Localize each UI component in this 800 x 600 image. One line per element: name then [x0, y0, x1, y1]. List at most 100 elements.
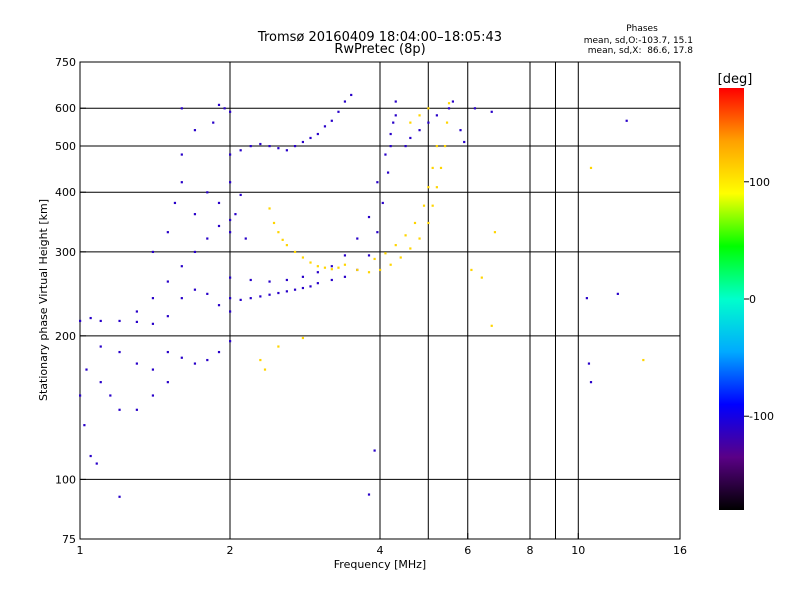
data-point: [259, 295, 262, 298]
data-point: [259, 142, 262, 146]
data-point: [316, 271, 319, 274]
data-point: [451, 100, 455, 103]
data-point: [409, 136, 412, 140]
data-point: [642, 358, 645, 362]
data-point: [206, 358, 209, 362]
data-point: [490, 324, 493, 327]
data-point: [259, 358, 262, 362]
data-point: [367, 271, 371, 274]
data-point: [413, 221, 417, 225]
data-point: [293, 288, 297, 291]
data-point: [330, 278, 333, 282]
data-point: [180, 297, 183, 300]
x-tick-label: 2: [227, 544, 234, 557]
data-point: [343, 100, 347, 103]
data-point: [418, 129, 421, 132]
colorbar-ticks: 100 0 -100: [744, 176, 774, 423]
x-axis-label: Frequency [MHz]: [334, 558, 426, 571]
data-point: [95, 462, 98, 465]
data-point: [616, 292, 619, 295]
data-point: [309, 261, 312, 264]
data-point: [394, 244, 397, 247]
data-point: [173, 201, 177, 205]
data-point: [589, 166, 593, 170]
colorbar-gradient: [719, 88, 744, 510]
colorbar-tick-label: -100: [749, 410, 774, 423]
data-point: [473, 107, 477, 110]
data-point: [356, 237, 359, 240]
data-point: [316, 282, 319, 285]
data-point: [443, 144, 447, 148]
data-point: [343, 275, 347, 278]
y-tick-label: 300: [55, 246, 76, 259]
data-point: [193, 129, 197, 132]
data-point: [301, 256, 305, 259]
y-tick-label: 600: [55, 102, 76, 115]
data-point: [277, 291, 280, 295]
data-point: [229, 231, 232, 234]
x-tick-label: 8: [527, 544, 534, 557]
data-point: [447, 107, 451, 110]
data-point: [268, 144, 271, 148]
data-point: [301, 286, 305, 290]
data-point: [435, 186, 438, 189]
data-point: [277, 147, 280, 150]
data-point: [166, 280, 169, 283]
stats-heading: Phases: [626, 24, 658, 34]
data-point: [480, 276, 483, 279]
data-point: [301, 140, 305, 144]
data-point: [373, 449, 376, 452]
data-point: [447, 102, 451, 105]
data-point: [445, 121, 449, 124]
data-point: [151, 250, 155, 254]
x-tick-label: 4: [377, 544, 384, 557]
data-point: [118, 408, 121, 411]
data-point: [277, 231, 280, 234]
data-point: [427, 186, 430, 189]
data-point: [367, 254, 371, 257]
data-point: [316, 265, 319, 268]
data-point: [109, 394, 112, 397]
data-point: [281, 238, 284, 241]
data-point: [427, 221, 430, 225]
colorbar-label: [deg]: [718, 72, 753, 87]
data-point: [490, 110, 493, 113]
data-point: [285, 290, 288, 293]
data-point: [470, 268, 473, 272]
y-tick-label: 500: [55, 140, 76, 153]
data-point: [392, 121, 395, 124]
data-point: [330, 268, 333, 271]
data-point: [399, 256, 402, 259]
data-point: [427, 107, 430, 110]
data-point: [343, 254, 347, 257]
data-point: [89, 454, 92, 458]
y-tick-label: 400: [55, 186, 76, 199]
y-tick-label: 750: [55, 56, 76, 69]
data-point: [381, 201, 384, 205]
data-point: [79, 394, 82, 397]
data-point: [367, 493, 371, 496]
data-point: [229, 297, 232, 300]
data-point: [316, 132, 319, 136]
data-point: [229, 340, 232, 343]
data-point: [422, 204, 426, 207]
data-point: [587, 362, 591, 365]
data-point: [229, 153, 232, 156]
data-point: [330, 119, 333, 122]
x-tick-label: 1: [77, 544, 84, 557]
data-point: [263, 368, 267, 371]
data-point: [239, 298, 242, 301]
data-point: [217, 224, 221, 228]
data-point: [85, 368, 88, 371]
data-point: [268, 207, 271, 210]
colorbar: [deg] 100 0 -100: [718, 72, 774, 510]
data-point: [239, 149, 242, 152]
data-point: [285, 244, 288, 247]
colorbar-tick-label: 0: [749, 293, 756, 306]
data-point: [166, 315, 169, 318]
y-axis-label: Stationary phase Virtual Height [km]: [37, 199, 50, 401]
data-point: [373, 257, 376, 261]
data-point: [89, 316, 92, 320]
data-point: [166, 350, 169, 354]
data-point: [244, 237, 247, 240]
